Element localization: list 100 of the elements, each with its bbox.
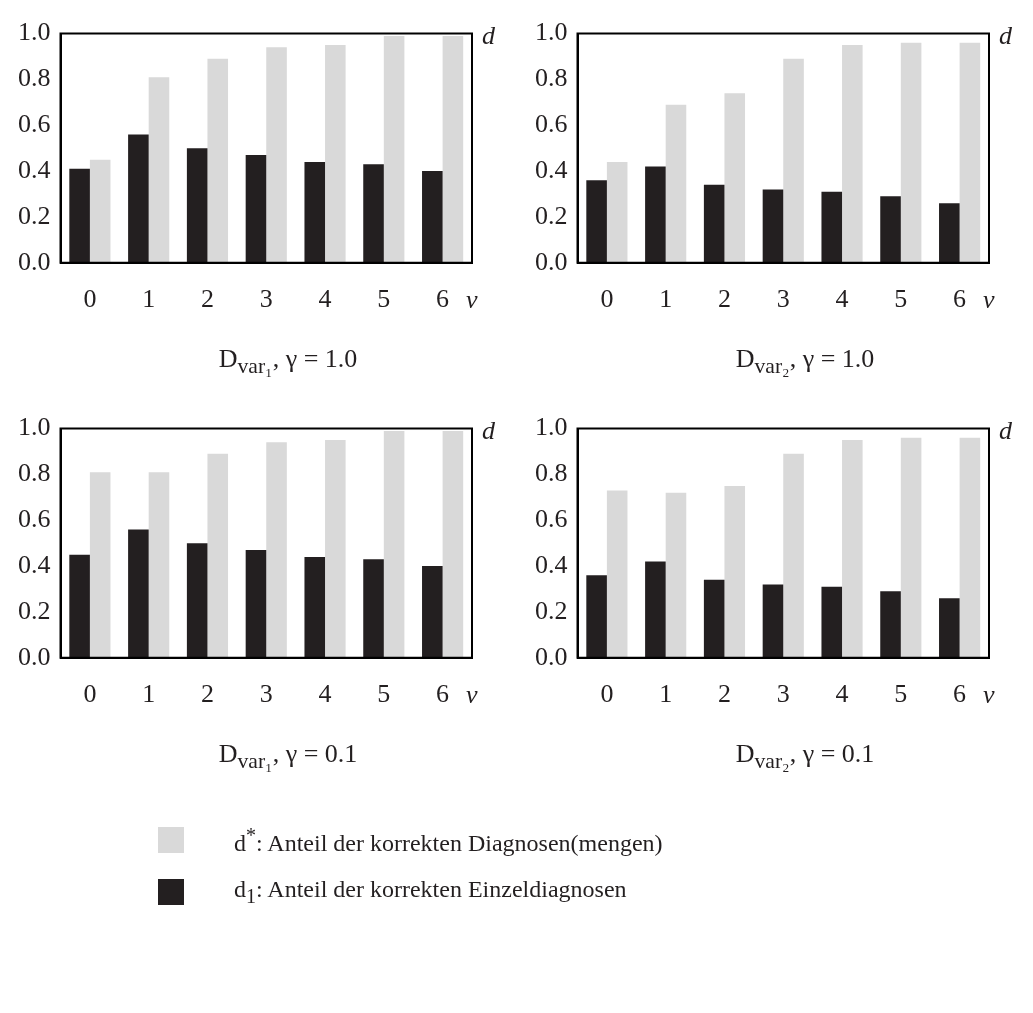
bar [665, 104, 687, 263]
x-tick-label: 6 [953, 679, 967, 709]
bar [821, 586, 843, 658]
y-tick-label: 0.0 [18, 246, 51, 276]
y-tick-label: 0.0 [18, 641, 51, 671]
y-tick-label: 0.6 [535, 504, 568, 534]
y-tick-label: 1.0 [535, 17, 568, 47]
bar [186, 543, 208, 658]
y-tick-label: 0.6 [18, 504, 51, 534]
bar [148, 472, 170, 658]
bar [900, 42, 922, 263]
x-tick-label: 3 [259, 679, 273, 709]
x-tick-label: 6 [436, 679, 450, 709]
y-axis-title: d [482, 416, 496, 446]
bar [304, 161, 326, 263]
bar [762, 189, 784, 263]
bar [442, 35, 464, 263]
y-tick-label: 0.4 [535, 154, 568, 184]
bar [724, 93, 746, 263]
y-axis-title: d [482, 21, 496, 51]
bar [266, 442, 287, 658]
bar [207, 58, 229, 263]
bar [383, 35, 405, 263]
bar [325, 440, 346, 658]
bar [442, 431, 464, 658]
x-tick-label: 3 [776, 679, 790, 709]
y-tick-label: 0.4 [535, 550, 568, 580]
bar [363, 164, 384, 263]
bar [245, 550, 267, 658]
x-tick-label: 1 [142, 679, 156, 709]
bar [266, 47, 287, 263]
bar [665, 492, 687, 658]
bar [959, 42, 981, 263]
bar [842, 440, 863, 658]
y-tick-label: 0.2 [535, 200, 568, 230]
text: D$_{var₂}$, γ = 0.1 [734, 739, 875, 775]
bar [69, 168, 90, 263]
bar [880, 196, 901, 263]
bar [69, 554, 90, 658]
bar [880, 591, 901, 658]
x-axis-title: v [983, 679, 995, 709]
x-tick-label: 5 [894, 284, 908, 314]
legend-label: d$^{*}$: Anteil der korrekten Diagnosen(mengen) [234, 823, 663, 857]
x-tick-label: 0 [600, 284, 614, 314]
bar [821, 191, 843, 263]
bar [89, 472, 111, 658]
bar [703, 184, 725, 263]
y-tick-label: 1.0 [18, 412, 51, 442]
y-tick-label: 0.6 [535, 109, 568, 139]
x-tick-label: 5 [377, 284, 391, 314]
bar [783, 454, 804, 658]
bar [207, 454, 229, 658]
text: D$_{var₁}$, γ = 1.0 [217, 344, 358, 380]
y-tick-label: 0.4 [18, 154, 51, 184]
bar [586, 180, 607, 263]
y-tick-label: 0.2 [535, 595, 568, 625]
bar [363, 559, 384, 658]
x-tick-label: 0 [83, 284, 97, 314]
y-axis-title: d [999, 416, 1013, 446]
y-tick-label: 1.0 [18, 17, 51, 47]
bar [586, 575, 607, 658]
x-tick-label: 1 [659, 679, 673, 709]
x-tick-label: 2 [200, 284, 214, 314]
x-tick-label: 3 [776, 284, 790, 314]
bar [939, 598, 960, 658]
y-tick-label: 0.2 [18, 595, 51, 625]
x-tick-label: 2 [200, 679, 214, 709]
bar [148, 77, 170, 263]
y-tick-label: 0.8 [18, 458, 51, 488]
x-axis-title: v [466, 679, 478, 709]
bar [900, 437, 922, 658]
bar [645, 166, 666, 263]
y-tick-label: 1.0 [535, 412, 568, 442]
x-tick-label: 4 [835, 284, 849, 314]
y-tick-label: 0.2 [18, 200, 51, 230]
x-tick-label: 1 [142, 284, 156, 314]
text: D$_{var₁}$, γ = 0.1 [217, 739, 358, 775]
bar [842, 45, 863, 263]
bar [783, 58, 804, 263]
x-axis-title: v [983, 284, 995, 314]
bar [128, 529, 149, 658]
x-tick-label: 6 [953, 284, 967, 314]
x-tick-label: 4 [318, 284, 332, 314]
y-tick-label: 0.0 [535, 246, 568, 276]
legend-label: d$_{1}$: Anteil der korrekten Einzeldiagnosen [234, 876, 627, 909]
x-tick-label: 4 [318, 679, 332, 709]
y-axis-title: d [999, 21, 1013, 51]
bar [304, 557, 326, 658]
x-tick-label: 5 [894, 679, 908, 709]
bar [422, 171, 443, 263]
bar [245, 155, 267, 263]
x-tick-label: 0 [83, 679, 97, 709]
x-tick-label: 6 [436, 284, 450, 314]
bar [383, 431, 405, 658]
y-tick-label: 0.8 [18, 63, 51, 93]
x-tick-label: 4 [835, 679, 849, 709]
x-axis-title: v [466, 284, 478, 314]
x-tick-label: 3 [259, 284, 273, 314]
bar [89, 159, 111, 263]
bar [186, 148, 208, 263]
